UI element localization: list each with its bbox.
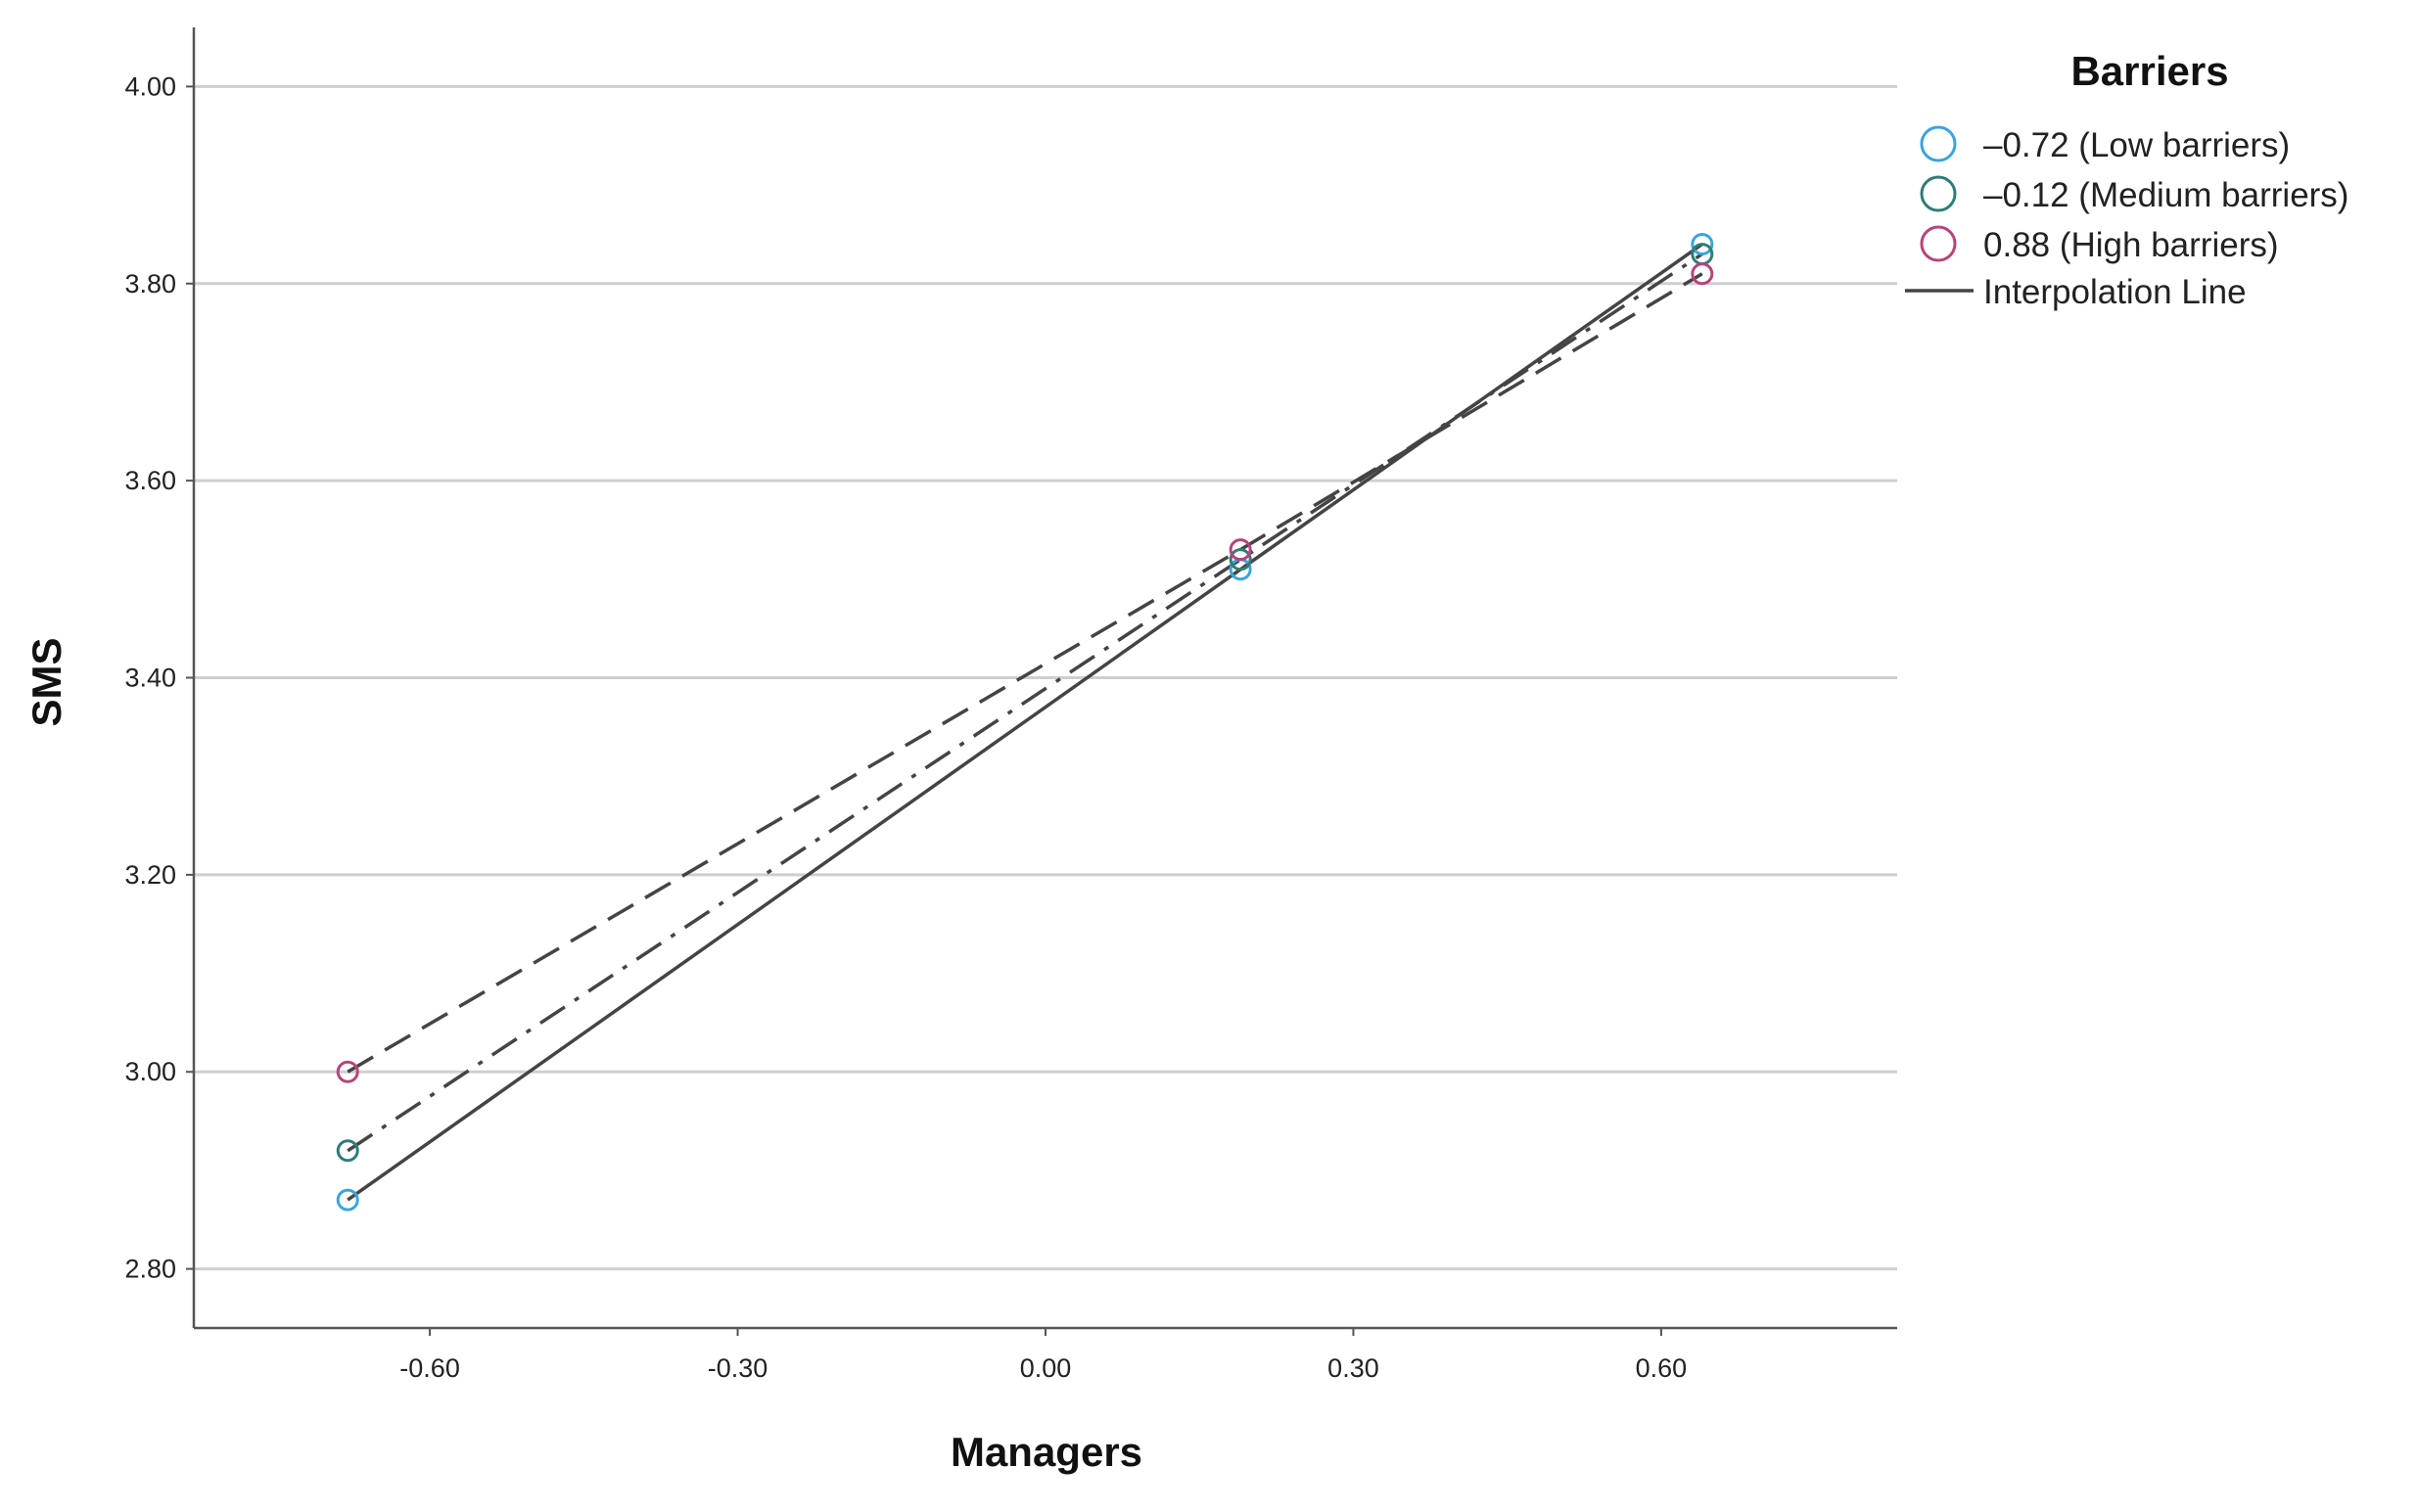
series-lines: [347, 243, 1703, 1202]
legend-interpolation-label: Interpolation Line: [1983, 273, 2247, 311]
legend: Barriers –0.72 (Low barriers) –0.12 (Medi…: [1905, 48, 2348, 311]
x-axis-title: Managers: [951, 1429, 1142, 1475]
y-tick-label: 3.60: [124, 466, 176, 495]
x-tick-label: -0.60: [399, 1353, 460, 1383]
x-tick-label: 0.00: [1020, 1353, 1072, 1383]
data-point-series-1: [336, 1188, 359, 1212]
y-axis-title: SMS: [23, 637, 70, 726]
y-tick-label: 3.80: [124, 269, 176, 298]
legend-label-1: –0.72 (Low barriers): [1983, 126, 2290, 164]
series-line-2: [347, 252, 1703, 1153]
y-tick-label: 2.80: [124, 1255, 176, 1284]
legend-marker-1: [1920, 125, 1957, 162]
y-tick-label: 3.40: [124, 664, 176, 693]
data-point-series-2: [336, 1139, 359, 1163]
legend-label-3: 0.88 (High barriers): [1983, 226, 2279, 264]
data-point-series-1: [1691, 233, 1714, 255]
x-tick-label: 0.60: [1636, 1353, 1688, 1383]
tick-labels: 2.80 3.00 3.20 3.40 3.60 3.80 4.00 -0.60 -0.30 0.…: [124, 71, 1687, 1383]
legend-marker-3: [1920, 225, 1957, 262]
data-point-series-3: [336, 1060, 359, 1083]
series-line-3: [347, 272, 1703, 1074]
legend-label-2: –0.12 (Medium barriers): [1983, 176, 2348, 214]
legend-title: Barriers: [2070, 48, 2228, 94]
data-point-series-2: [1229, 548, 1252, 572]
legend-marker-2: [1920, 175, 1957, 212]
y-tick-label: 4.00: [124, 71, 176, 101]
data-point-series-3: [1691, 262, 1714, 286]
series-points: [336, 233, 1714, 1212]
legend-items: –0.72 (Low barriers) –0.12 (Medium barrie…: [1920, 125, 2348, 264]
x-tick-label: 0.30: [1327, 1353, 1379, 1383]
data-point-series-3: [1229, 538, 1252, 562]
y-tick-label: 3.20: [124, 860, 176, 890]
axes: [186, 27, 1897, 1336]
x-tick-label: -0.30: [708, 1353, 768, 1383]
series-line-1: [347, 243, 1703, 1202]
gridlines: [194, 84, 1897, 1271]
y-tick-label: 3.00: [124, 1057, 176, 1086]
